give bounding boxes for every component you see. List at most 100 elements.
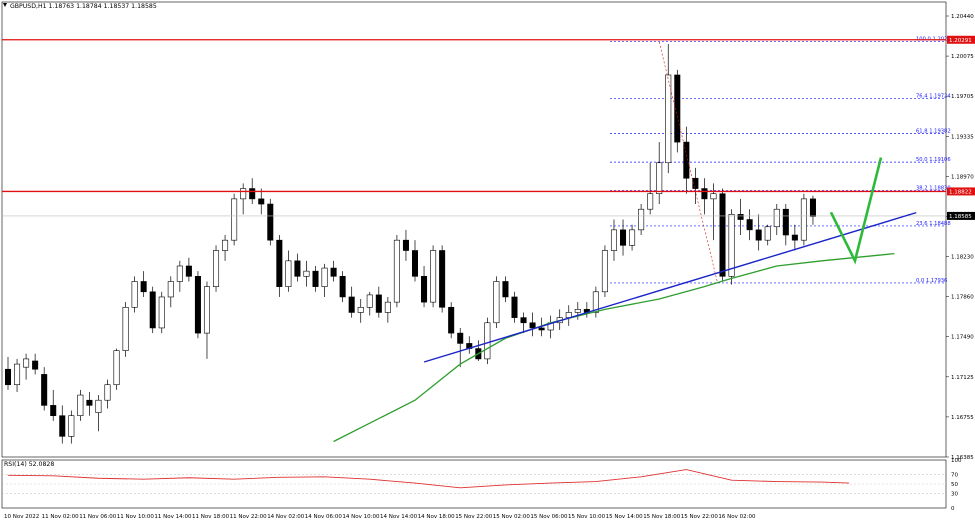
bull-candle [104, 384, 111, 401]
rsi-tick-label: 30 [951, 492, 958, 498]
rsi-tick-label: 100 [951, 458, 962, 464]
bear-candle [194, 276, 201, 334]
bear-candle [520, 317, 527, 324]
bull-candle [77, 394, 84, 417]
bull-candle [665, 74, 672, 164]
top-resistance-price-tag-box [947, 35, 975, 44]
rsi-header: RSI(14) 52.0828 [4, 461, 54, 468]
rsi-tick-label: 0 [951, 506, 955, 512]
price-tick-label: 1.19705 [951, 94, 974, 100]
time-tick-label: 11 Nov 18:00 [192, 514, 230, 520]
bear-candle [312, 270, 319, 287]
bull-candle [321, 267, 328, 287]
bear-candle [50, 405, 57, 417]
bull-candle [493, 281, 500, 324]
time-tick-label: 11 Nov 02:00 [42, 514, 80, 520]
time-tick-label: 14 Nov 02:00 [267, 514, 305, 520]
bull-candle [68, 415, 75, 437]
price-tick-label: 1.18970 [951, 174, 974, 180]
bear-candle [502, 281, 509, 298]
time-tick-label: 16 Nov 02:00 [718, 514, 756, 520]
time-tick-label: 15 Nov 10:00 [568, 514, 606, 520]
bull-candle [95, 399, 102, 413]
price-tick-label: 1.20075 [951, 54, 974, 60]
bear-candle [258, 198, 265, 205]
bear-candle [683, 141, 690, 179]
bull-candle [203, 286, 210, 334]
bull-candle [167, 281, 174, 298]
bear-candle [402, 239, 409, 251]
time-tick-label: 14 Nov 18:00 [418, 514, 456, 520]
bear-candle [86, 399, 93, 406]
bear-candle [4, 368, 12, 386]
bull-candle [14, 363, 21, 386]
bull-candle [122, 306, 129, 351]
bear-candle [719, 193, 726, 277]
bear-candle [538, 327, 545, 331]
bull-candle [285, 260, 292, 287]
price-tick-label: 1.17860 [951, 295, 974, 301]
bear-candle [140, 281, 147, 293]
bear-candle [411, 250, 419, 277]
bull-candle [610, 229, 617, 251]
bull-candle [113, 350, 120, 386]
bear-candle [746, 219, 753, 231]
time-tick-label: 15 Nov 22:00 [681, 514, 719, 520]
bear-candle [249, 188, 256, 200]
fib-level-label: 61.8 1.19382 [916, 129, 951, 135]
bull-candle [647, 193, 654, 210]
bear-candle [41, 374, 48, 406]
bull-candle [656, 162, 663, 195]
fib-level-label: 50.0 1.19106 [916, 157, 951, 163]
bear-candle [185, 265, 192, 277]
bear-candle [59, 415, 66, 437]
rsi-line [7, 469, 850, 489]
fib-diagonal-line [658, 41, 718, 283]
time-tick-label: 14 Nov 06:00 [305, 514, 343, 520]
bear-candle [620, 229, 627, 246]
bull-candle [303, 270, 310, 277]
bear-candle [330, 267, 337, 277]
current-price-tag: 1.18585 [949, 214, 972, 220]
bull-candle [592, 291, 599, 313]
dropdown-triangle-icon[interactable] [3, 3, 7, 7]
bear-candle [339, 276, 346, 298]
bull-candle [710, 193, 717, 200]
price-tick-label: 1.16755 [951, 415, 974, 421]
price-tick-label: 1.17490 [951, 335, 974, 341]
grid [1, 1, 947, 458]
bear-candle [348, 296, 355, 313]
price-tick-label: 1.17125 [951, 375, 974, 381]
bull-candle [601, 250, 608, 293]
support-trendline [423, 211, 917, 363]
bear-candle [448, 306, 455, 334]
time-tick-label: 11 Nov 22:00 [230, 514, 268, 520]
overlays [2, 39, 946, 443]
bull-candle [764, 226, 771, 241]
bull-candle [176, 265, 183, 282]
bear-candle [674, 74, 681, 143]
bear-candle [32, 360, 39, 370]
bull-candle [800, 198, 807, 241]
bear-candle [782, 208, 789, 236]
bear-candle [294, 260, 301, 277]
bull-candle [131, 281, 138, 308]
bear-candle [149, 291, 156, 329]
bull-candle [240, 188, 247, 200]
price-tick-label: 1.18230 [951, 255, 974, 261]
bear-candle [375, 294, 382, 313]
time-tick-label: 14 Nov 14:00 [380, 514, 418, 520]
bull-candle [366, 294, 373, 308]
bull-candle [728, 214, 735, 277]
bear-candle [791, 234, 798, 241]
fib-level-label: 0.0 1.17936 [916, 278, 947, 284]
top-resistance-price-tag: 1.20291 [949, 38, 972, 44]
time-tick-label: 15 Nov 02:00 [493, 514, 531, 520]
time-tick-label: 14 Nov 10:00 [342, 514, 380, 520]
bull-candle [23, 358, 30, 368]
price-tick-label: 1.20440 [951, 14, 974, 20]
time-axis: 10 Nov 2022 11 Nov 02:00 11 Nov 06:00 11 No… [4, 514, 756, 520]
